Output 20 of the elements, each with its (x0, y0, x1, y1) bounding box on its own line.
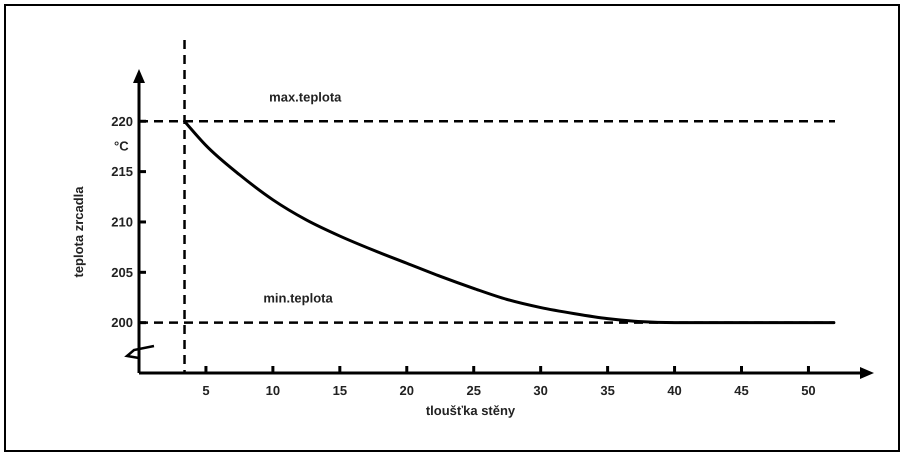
x-tick-label: 40 (667, 383, 682, 398)
x-tick-label: 45 (734, 383, 749, 398)
y-tick-label: 205 (111, 264, 133, 280)
x-tick-label: 25 (466, 383, 481, 398)
y-tick-label: 200 (111, 315, 133, 330)
x-tick-label: 10 (266, 383, 280, 398)
x-tick-label: 35 (600, 383, 615, 398)
x-tick-label: 5 (202, 383, 210, 398)
x-tick-label: 20 (400, 383, 414, 398)
y-axis-title: teplota zrcadla (71, 186, 86, 278)
x-tick-label: 30 (533, 383, 548, 398)
y-tick-label: 220 (111, 114, 133, 129)
ref-line-label: max.teplota (269, 89, 342, 104)
x-tick-label: 50 (801, 383, 816, 398)
text: °C (114, 138, 130, 154)
y-tick-label: 210 (111, 214, 133, 230)
x-axis-title: tloušťka stěny (426, 403, 516, 418)
y-tick-label: 215 (111, 164, 133, 180)
x-tick-label: 15 (332, 383, 348, 398)
ref-line-label: min.teplota (263, 290, 334, 306)
